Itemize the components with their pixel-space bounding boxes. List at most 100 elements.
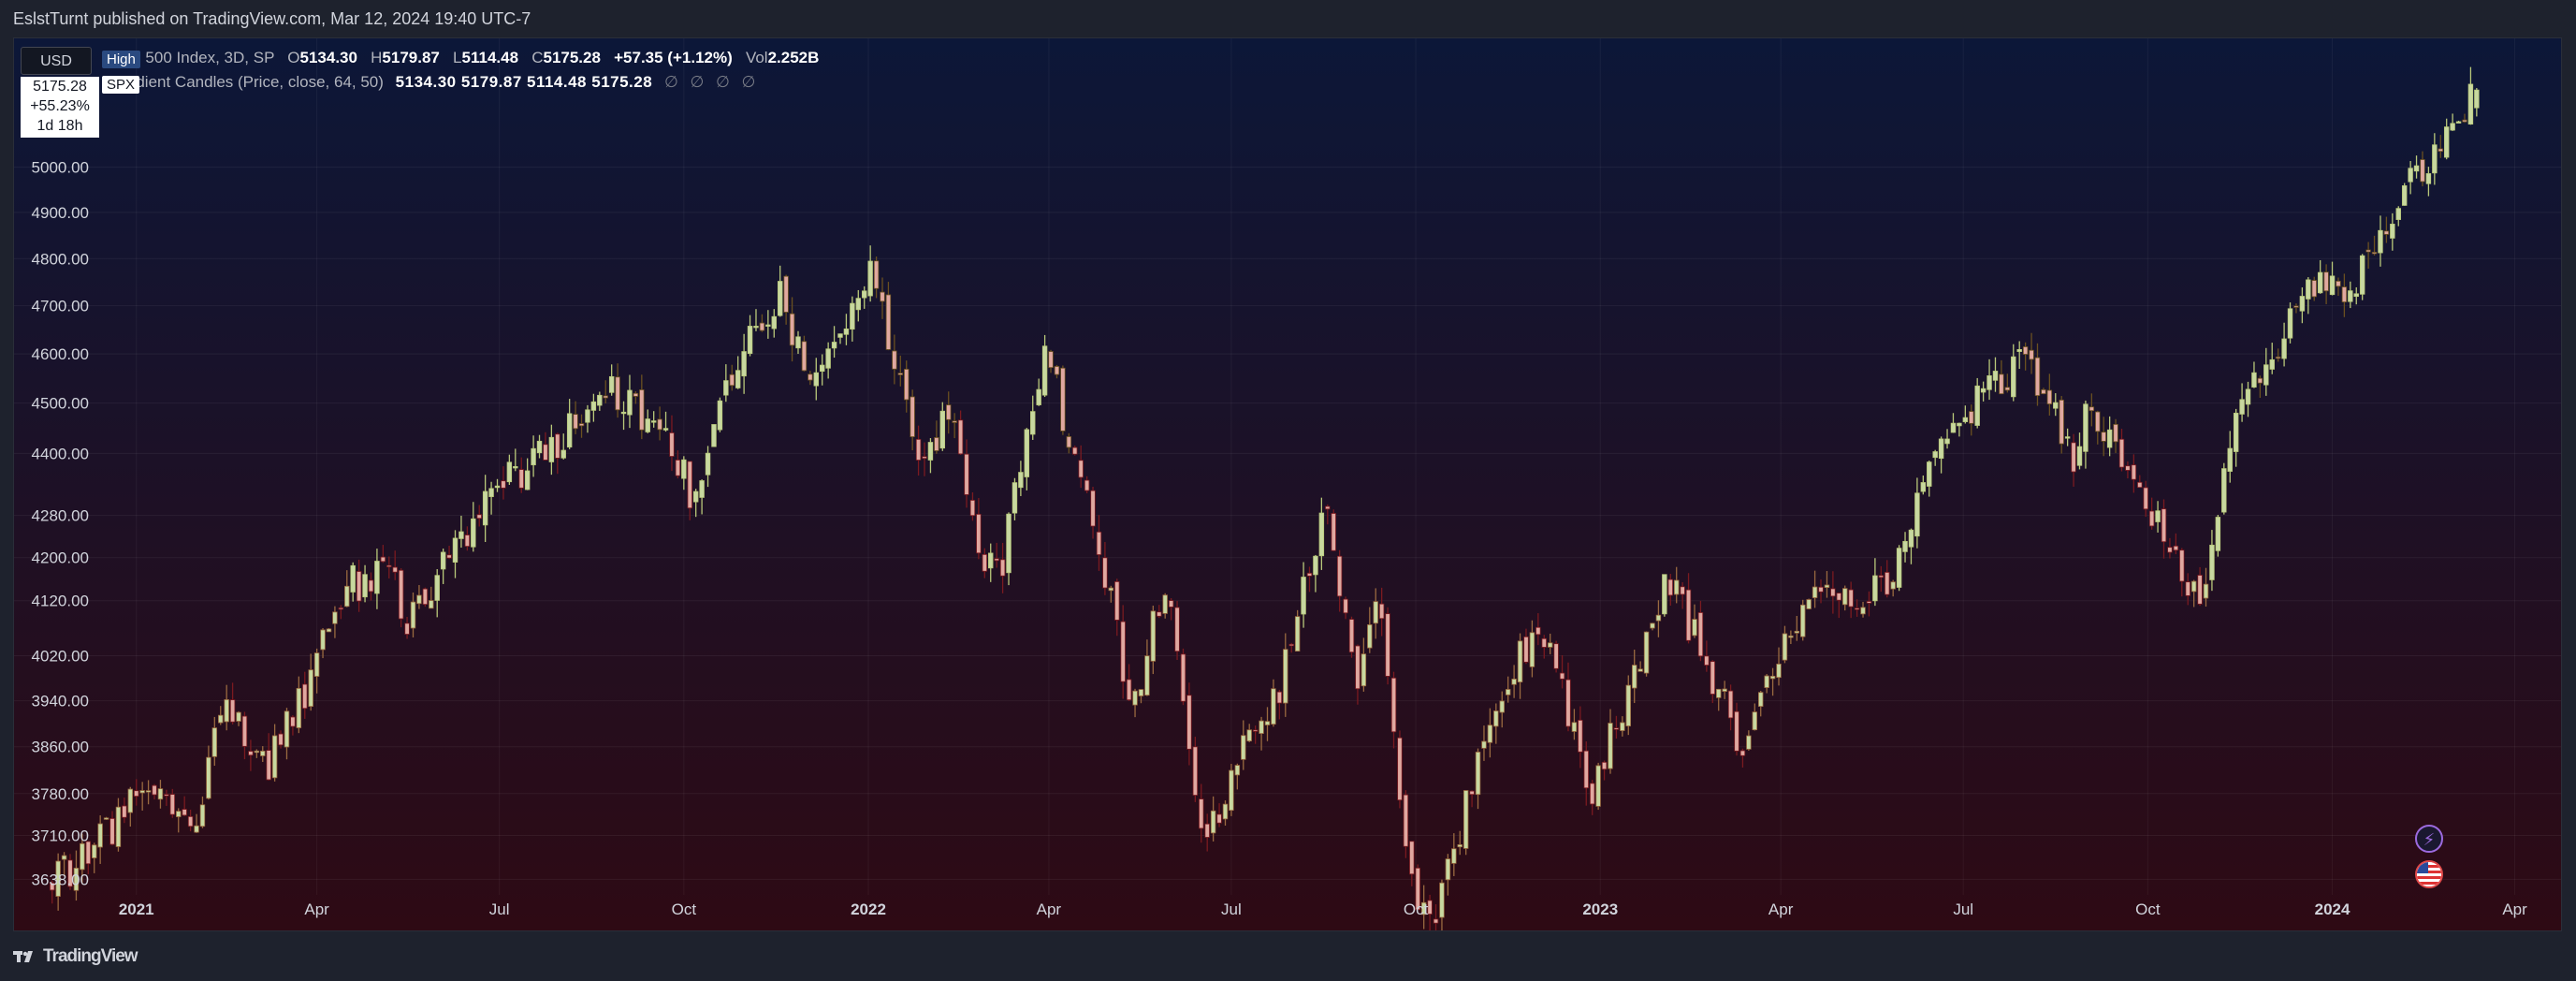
candle-body (1505, 689, 1511, 695)
candle-body (1162, 594, 1168, 614)
candle-body (2173, 545, 2179, 551)
brand-footer[interactable]: TradingView (13, 946, 138, 967)
candle-body (531, 447, 536, 466)
candle-body (2034, 357, 2041, 397)
candle-body (1529, 632, 1535, 667)
candle-body (404, 622, 410, 635)
x-tick-label: 2023 (1582, 900, 1618, 918)
candle-body (398, 569, 404, 620)
candle-body (1854, 608, 1860, 610)
candle-body (1583, 750, 1589, 789)
candle-body (1348, 619, 1355, 653)
candle-body (410, 601, 416, 629)
candle-body (2004, 387, 2011, 391)
candle-body (759, 322, 765, 331)
candle-body (2101, 432, 2106, 442)
y-tick-label: 4020.00 (32, 648, 89, 666)
candle-body (157, 788, 164, 800)
candle-body (326, 628, 332, 633)
candle-body (1138, 689, 1144, 696)
candle-body (1041, 345, 1048, 396)
candle-body (783, 275, 789, 313)
candle-body (1336, 555, 1343, 597)
candle-body (1060, 367, 1066, 432)
candle-body (1578, 719, 1583, 753)
candle-body (808, 373, 813, 381)
candle-body (1806, 599, 1812, 609)
candle-body (248, 751, 254, 756)
candle-body (560, 449, 566, 459)
candle-body (524, 470, 531, 490)
y-tick-label: 3940.00 (32, 693, 89, 710)
candle-body (1788, 635, 1794, 638)
candle-body (344, 585, 350, 608)
candle-body (837, 333, 843, 338)
candle-body (1271, 688, 1276, 725)
candle-body (657, 418, 662, 431)
symbol-legend[interactable]: S&P 500 Index, 3D, SP O5134.30 H5179.87 … (109, 49, 819, 67)
lightning-icon[interactable]: ⚡ (2415, 825, 2443, 853)
candle-body (308, 669, 313, 708)
candle-body (139, 790, 145, 794)
candle-body (861, 290, 867, 299)
price-chart[interactable]: 5000.00 4900.00 4800.00 4700.00 4600.00 4500.… (14, 38, 2562, 931)
candle-body (777, 281, 783, 316)
candle-body (2395, 208, 2401, 220)
candle-body (1390, 677, 1397, 733)
candle-body (982, 553, 988, 572)
candle-body (1559, 672, 1565, 680)
candle-body (964, 453, 969, 495)
candle-body (969, 500, 976, 517)
candle-body (271, 735, 278, 779)
candle-body (1673, 579, 1680, 595)
candle-body (2041, 388, 2046, 395)
candle-body (1541, 637, 1547, 648)
candle-body (338, 607, 344, 610)
candle-body (831, 342, 837, 349)
candle-body (1150, 610, 1157, 662)
chart-frame[interactable]: 5000.00 4900.00 4800.00 4700.00 4600.00 4500.… (13, 37, 2562, 931)
x-tick-label: Oct (672, 900, 697, 918)
candle-body (2071, 442, 2076, 473)
candle-body (134, 790, 139, 797)
candle-body (1812, 586, 1818, 598)
candle-body (1283, 649, 1288, 704)
candle-body (362, 574, 368, 598)
candle-body (2299, 296, 2306, 312)
candle-body (999, 559, 1006, 577)
candle-body (1078, 460, 1084, 478)
candle-body (2408, 168, 2413, 183)
legend-low: 5114.48 (461, 49, 519, 66)
candle-body (2306, 279, 2311, 300)
x-tick-label: Oct (2135, 900, 2161, 918)
currency-button[interactable]: USD (21, 47, 92, 75)
candle-body (2323, 271, 2329, 292)
x-tick-label: Oct (1404, 900, 1429, 918)
candle-body (1697, 612, 1704, 657)
candle-body (416, 594, 422, 605)
indicator-legend[interactable]: Gradient Candles (Price, close, 64, 50) … (109, 73, 759, 92)
candle-body (939, 410, 946, 449)
candle-body (1415, 867, 1420, 911)
candle-body (1969, 411, 1974, 424)
us-flag-icon[interactable] (2415, 860, 2443, 888)
candle-body (302, 683, 308, 710)
candle-body (1024, 429, 1030, 477)
candle-body (1199, 798, 1204, 829)
candle-body (2095, 411, 2101, 432)
y-tick-label: 4900.00 (32, 204, 89, 222)
y-tick-label: 4500.00 (32, 395, 89, 413)
candle-body (1746, 735, 1752, 750)
candle-body (855, 298, 861, 311)
candle-body (2251, 372, 2257, 388)
candle-body (2233, 412, 2239, 452)
candle-body (1241, 735, 1246, 760)
candle-body (278, 733, 284, 746)
candle-body (1782, 633, 1788, 661)
candle-series (50, 66, 2480, 930)
candle-body (1066, 436, 1072, 448)
y-tick-label: 5000.00 (32, 159, 89, 177)
candle-body (681, 459, 687, 479)
candle-body (1157, 611, 1162, 617)
candle-body (1848, 589, 1854, 608)
